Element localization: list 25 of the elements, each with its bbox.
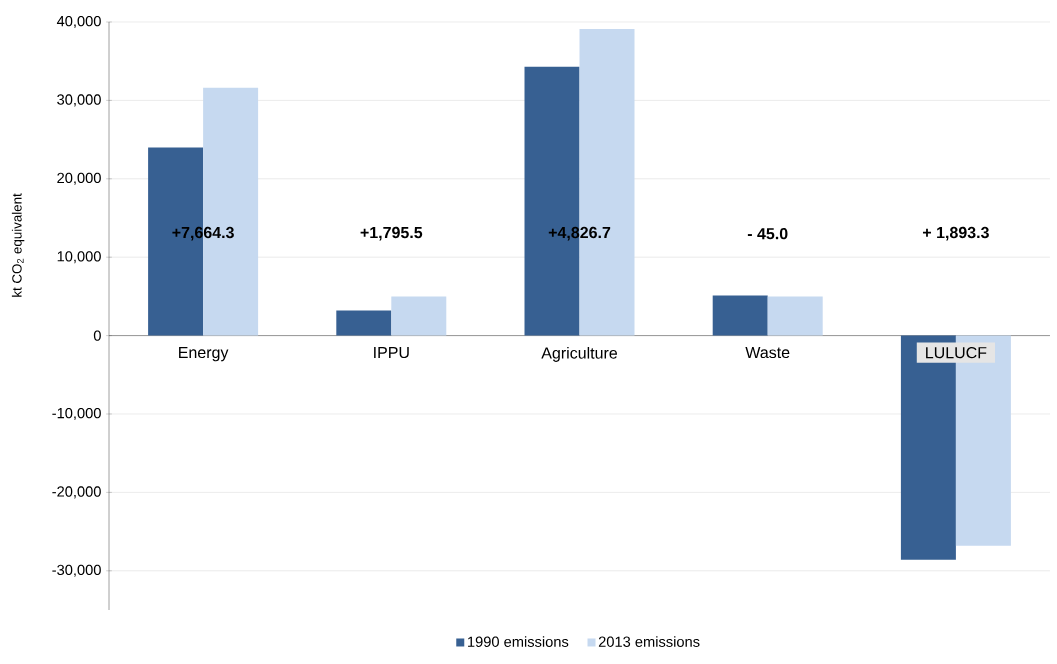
y-tick-label: 30,000 xyxy=(57,94,101,107)
y-tick-label: 0 xyxy=(93,330,101,341)
y-tick-label: 20,000 xyxy=(57,172,101,185)
legend-label: 2013 emissions xyxy=(598,636,700,647)
annotation: - 45.0 xyxy=(747,228,788,240)
annotation: +1,795.5 xyxy=(360,226,423,241)
y-tick-label: -10,000 xyxy=(52,407,101,421)
bar xyxy=(712,295,768,336)
x-tick-label: LULUCF xyxy=(926,346,987,359)
y-tick-label: -30,000 xyxy=(52,564,101,577)
x-tick-label: Agriculture xyxy=(541,346,618,362)
y-tick-label: 10,000 xyxy=(57,251,101,264)
y-tick-label: 40,000 xyxy=(56,15,101,29)
legend-label: 1990 emissions xyxy=(468,636,569,647)
annotation: +7,664.3 xyxy=(172,226,234,241)
x-tick-label: Energy xyxy=(179,346,229,362)
annotation: + 1,893.3 xyxy=(922,226,989,241)
annotation: +4,826.7 xyxy=(548,226,611,241)
y-axis-title: kt CO$_{2}$ equivalent xyxy=(11,193,25,297)
x-tick-label: Waste xyxy=(745,346,790,359)
bar xyxy=(767,296,823,336)
x-tick-label: IPPU xyxy=(374,346,409,359)
bar xyxy=(391,296,447,336)
y-tick-label: -20,000 xyxy=(52,486,101,499)
bar xyxy=(336,310,392,336)
